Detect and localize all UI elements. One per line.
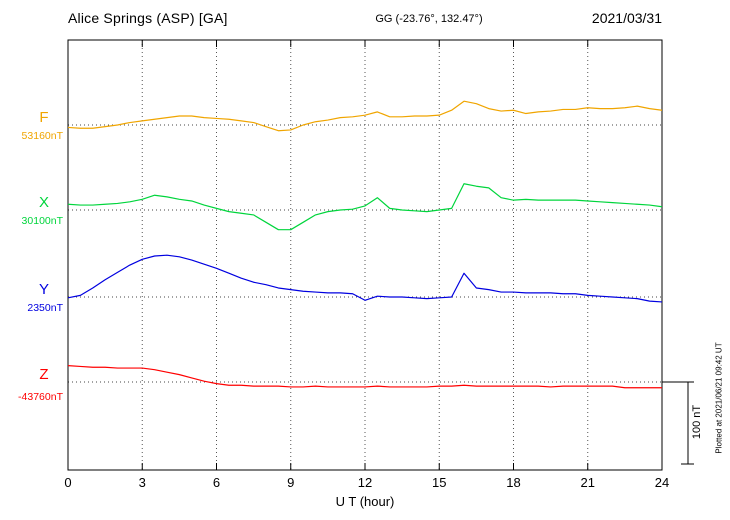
series-base-value-F: 53160nT bbox=[21, 130, 63, 142]
x-tick-label-12: 12 bbox=[357, 475, 373, 490]
station-title: Alice Springs (ASP) [GA] bbox=[68, 10, 228, 26]
series-label-F: F bbox=[39, 109, 49, 126]
series-label-X: X bbox=[38, 194, 49, 211]
x-tick-label-18: 18 bbox=[506, 475, 521, 490]
plotted-at-note: Plotted at 2021/06/21 09:42 UT bbox=[714, 342, 724, 454]
x-tick-label-3: 3 bbox=[138, 475, 146, 490]
x-tick-label-9: 9 bbox=[287, 475, 295, 490]
series-labels: F 53160nT X 30100nT Y 2350nT Z -43760nT bbox=[0, 0, 70, 520]
series-X-trace bbox=[67, 183, 663, 231]
date-label: 2021/03/31 bbox=[591, 10, 662, 26]
series-F-trace bbox=[67, 100, 663, 132]
series-base-value-Y: 2350nT bbox=[27, 302, 63, 314]
series-base-value-X: 30100nT bbox=[21, 215, 63, 227]
series-Z-trace bbox=[67, 365, 662, 389]
plot-frame bbox=[67, 39, 663, 471]
x-tick-label-0: 0 bbox=[64, 475, 72, 490]
x-tick-label-6: 6 bbox=[212, 475, 221, 490]
scale-bar-label: 100 nT bbox=[691, 404, 703, 440]
x-axis-title: U T (hour) bbox=[335, 494, 395, 509]
series-base-value-Z: -43760nT bbox=[18, 391, 63, 403]
series-label-Y: Y bbox=[38, 281, 49, 298]
x-tick-label-24: 24 bbox=[654, 475, 670, 490]
series-label-Z: Z bbox=[39, 366, 49, 383]
series-Y-trace bbox=[67, 254, 663, 303]
geographic-coords-label: GG (-23.76°, 132.47°) bbox=[375, 13, 483, 25]
x-axis-ticks: 0 3 6 9 12 15 18 21 24 bbox=[0, 475, 730, 491]
x-tick-label-21: 21 bbox=[580, 475, 595, 490]
x-tick-label-15: 15 bbox=[432, 475, 447, 490]
